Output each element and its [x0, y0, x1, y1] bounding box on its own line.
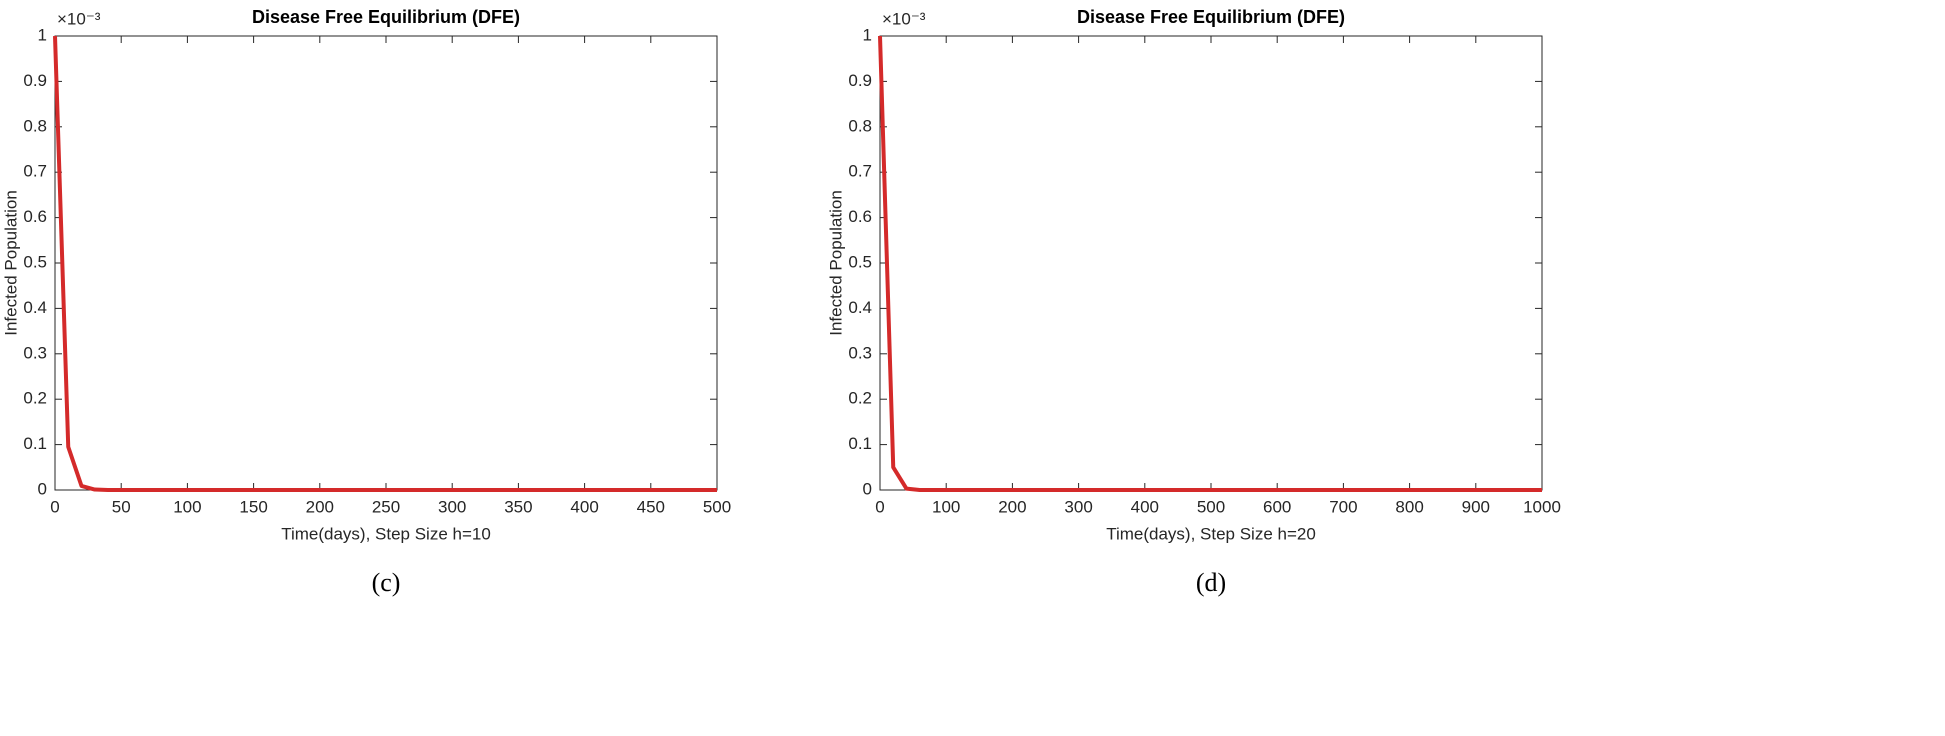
axes-box [54, 35, 718, 491]
y-tick-label: 0.2 [848, 389, 872, 408]
y-tick-label: 0.7 [848, 162, 872, 181]
y-tick-label: 1 [863, 25, 872, 44]
y-tick-label: 0.5 [23, 252, 47, 271]
x-tick-label: 100 [932, 497, 960, 516]
x-tick-label: 800 [1395, 497, 1423, 516]
y-tick-label: 0.4 [23, 298, 47, 317]
x-tick-label: 500 [703, 497, 731, 516]
axes-box [879, 35, 1543, 491]
y-tick-label: 0.3 [23, 343, 47, 362]
y-tick-label: 0.6 [848, 207, 872, 226]
y-tick-label: 0.7 [23, 162, 47, 181]
x-tick-label: 100 [173, 497, 201, 516]
x-tick-label: 600 [1263, 497, 1291, 516]
line [878, 35, 1542, 492]
y-tick-label: 0.9 [848, 71, 872, 90]
y-tick-label: 0 [863, 479, 872, 498]
x-tick-label: 900 [1462, 497, 1490, 516]
x-tick-label: 400 [1131, 497, 1159, 516]
caption: (d) [1196, 568, 1226, 597]
y-tick-label: 0.2 [23, 389, 47, 408]
x-tick-label: 500 [1197, 497, 1225, 516]
x-tick-label: 250 [372, 497, 400, 516]
y-tick-label: 0.1 [848, 434, 872, 453]
x-tick-label: 50 [112, 497, 131, 516]
y-tick-label: 0.8 [23, 116, 47, 135]
x-axis-label: Time(days), Step Size h=20 [1106, 524, 1316, 543]
x-tick-label: 200 [306, 497, 334, 516]
y-tick-label: 0.9 [23, 71, 47, 90]
y-tick-label: 0 [38, 479, 47, 498]
y-tick-label: 0.1 [23, 434, 47, 453]
x-axis-label: Time(days), Step Size h=10 [281, 524, 491, 543]
x-tick-label: 350 [504, 497, 532, 516]
y-tick-label: 0.6 [23, 207, 47, 226]
x-tick-label: 300 [438, 497, 466, 516]
y-tick-label: 1 [38, 25, 47, 44]
y-axis-label: Infected Population [826, 190, 845, 336]
y-tick-label: 0.3 [848, 343, 872, 362]
x-tick-label: 150 [239, 497, 267, 516]
x-tick-label: 450 [637, 497, 665, 516]
line [53, 35, 717, 492]
y-axis-label: Infected Population [1, 190, 20, 336]
x-tick-label: 0 [50, 497, 59, 516]
y-tick-label: 0.4 [848, 298, 872, 317]
chart-title: Disease Free Equilibrium (DFE) [1077, 7, 1345, 27]
x-tick-label: 0 [875, 497, 884, 516]
y-scale-label: ×10⁻³ [882, 9, 926, 28]
chart-title: Disease Free Equilibrium (DFE) [252, 7, 520, 27]
caption: (c) [372, 568, 401, 597]
x-tick-label: 1000 [1523, 497, 1561, 516]
x-tick-label: 700 [1329, 497, 1357, 516]
y-tick-label: 0.8 [848, 116, 872, 135]
y-tick-label: 0.5 [848, 252, 872, 271]
x-tick-label: 400 [570, 497, 598, 516]
x-tick-label: 200 [998, 497, 1026, 516]
y-scale-label: ×10⁻³ [57, 9, 101, 28]
x-tick-label: 300 [1064, 497, 1092, 516]
